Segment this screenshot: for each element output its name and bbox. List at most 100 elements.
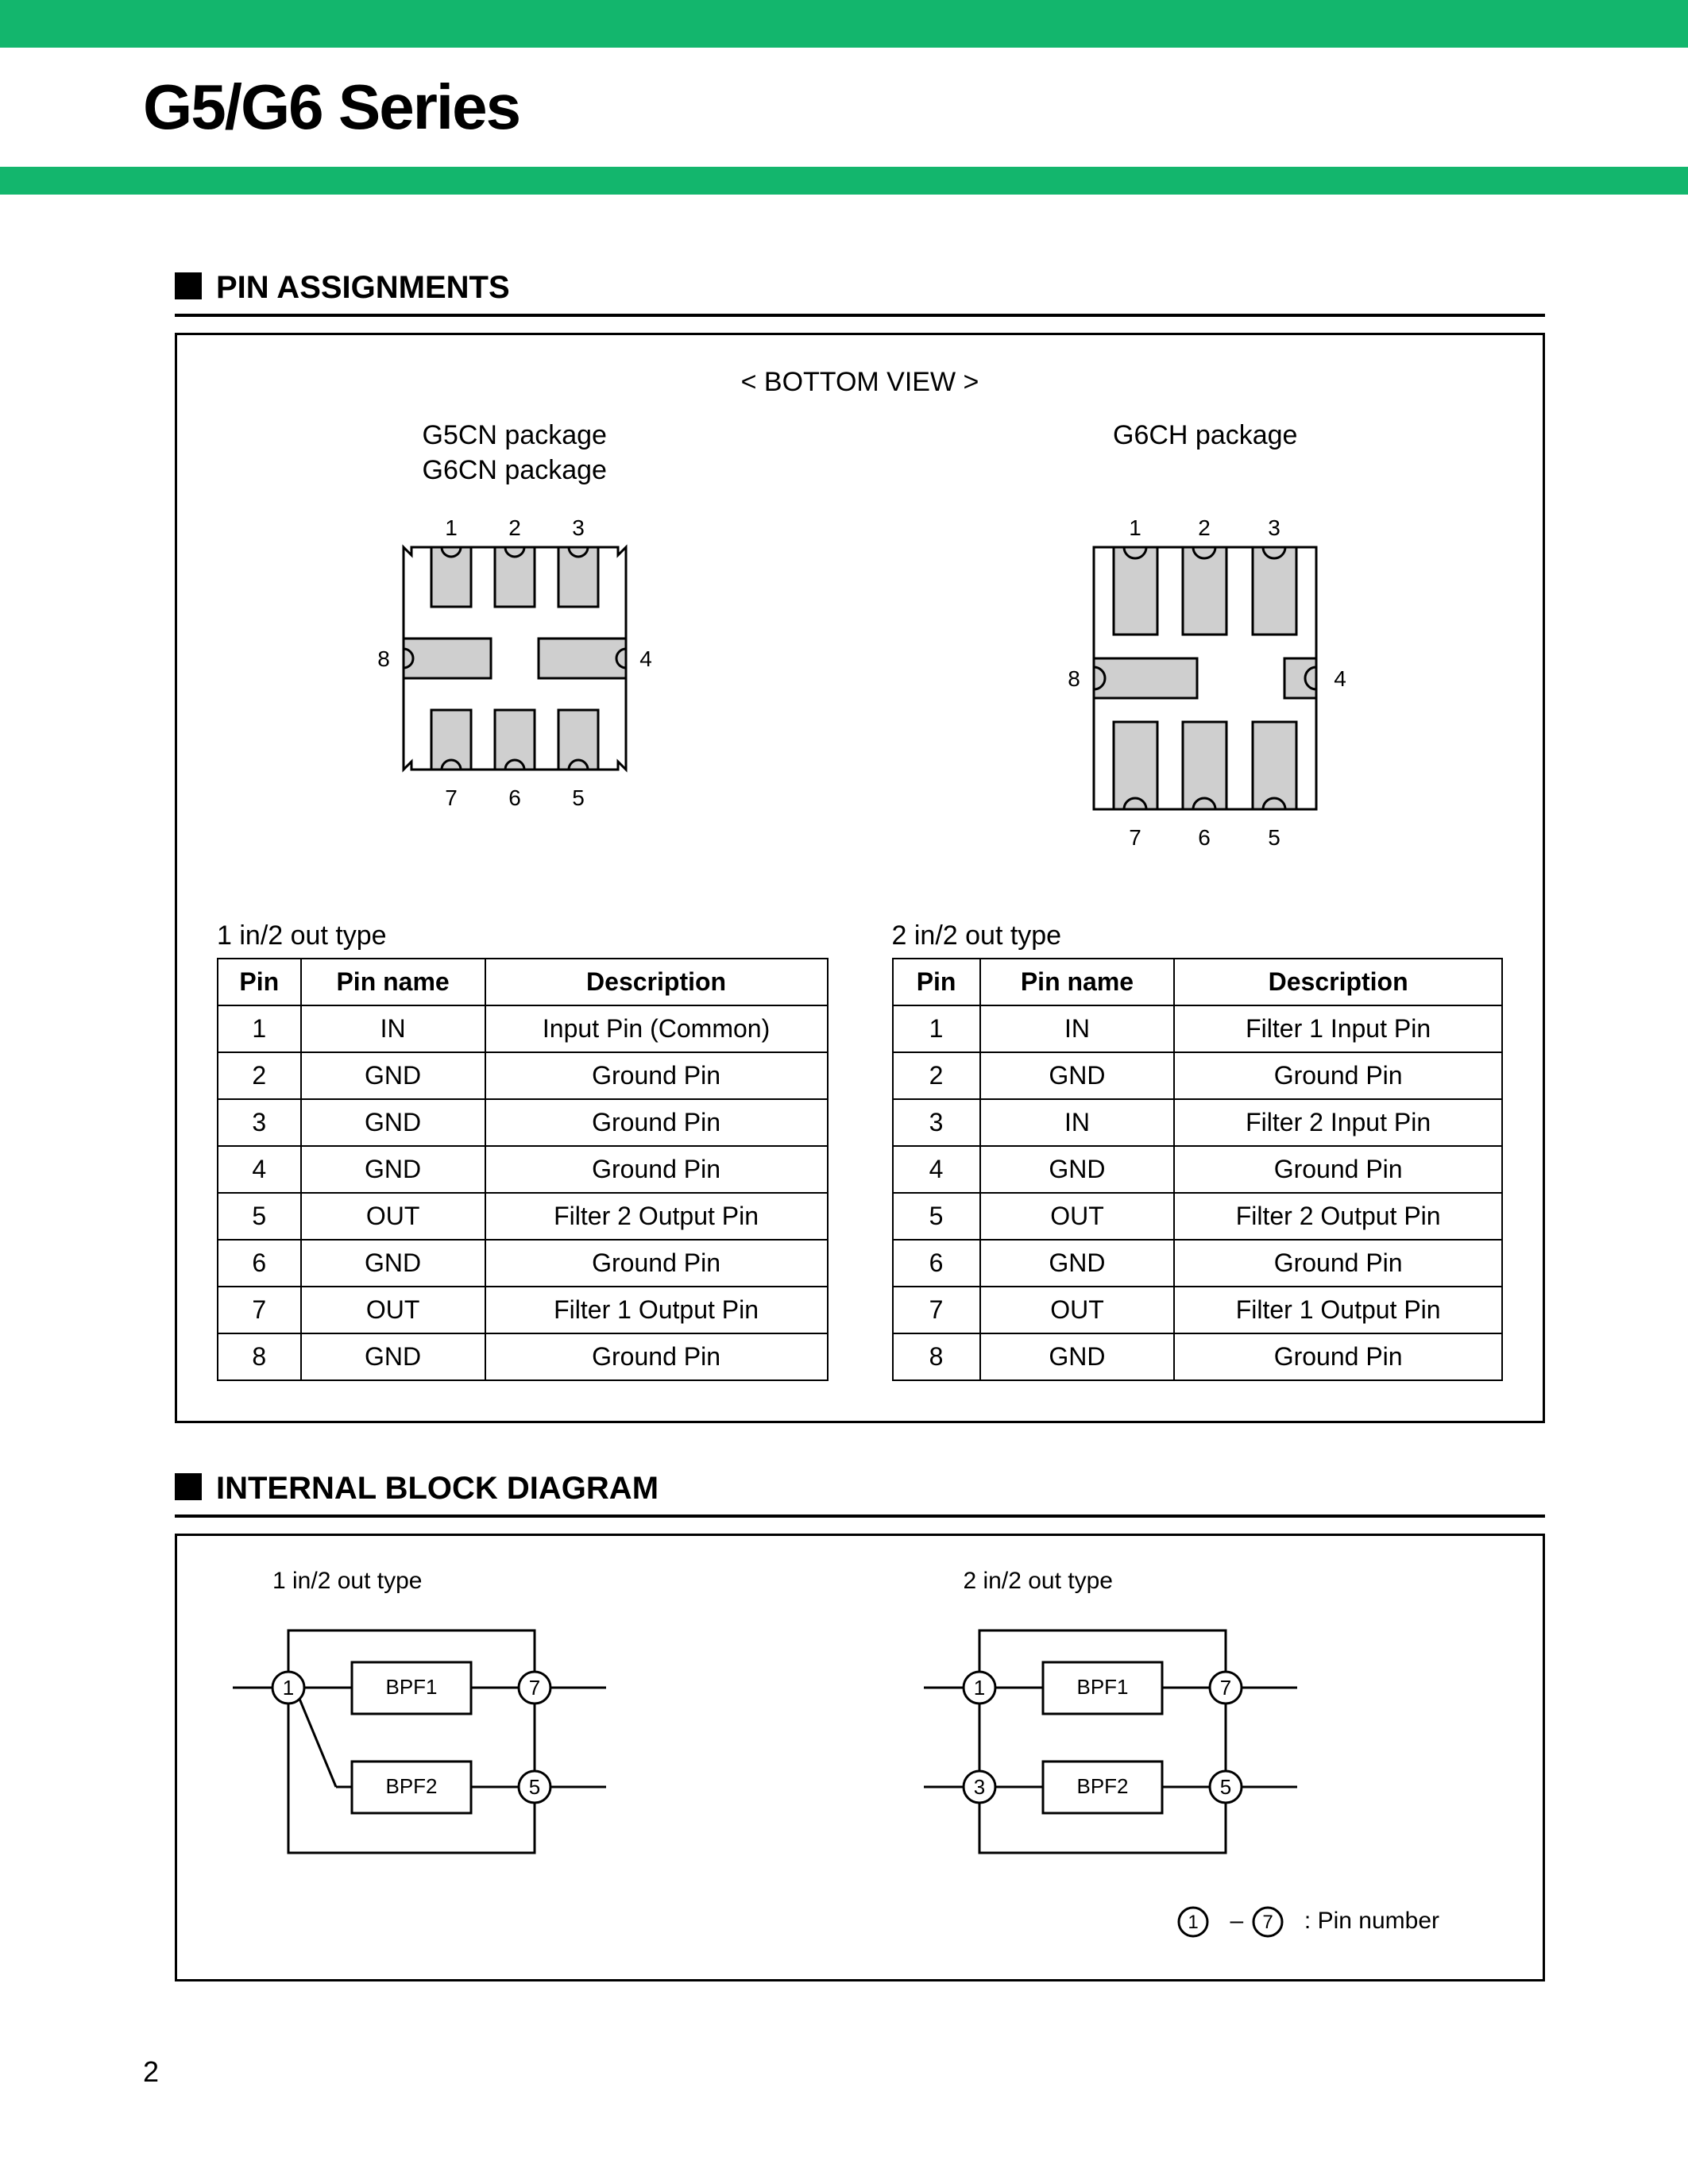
pin-label: 4 [639,646,652,671]
pin-label: 4 [1334,666,1346,691]
header-top-bar [0,0,1688,48]
table-cell: Ground Pin [1174,1052,1502,1099]
legend-circle-1-text: 1 [1188,1912,1199,1933]
block-left-caption: 1 in/2 out type [272,1568,813,1595]
table-cell: 7 [218,1287,301,1333]
bpf2-label: BPF2 [1076,1774,1128,1798]
table-header-cell: Pin [218,959,301,1005]
table-cell: 1 [218,1005,301,1052]
table-cell: IN [980,1099,1175,1146]
pin-tables-row: 1 in/2 out type PinPin nameDescription 1… [217,920,1503,1381]
table-cell: Filter 1 Input Pin [1174,1005,1502,1052]
table-cell: GND [301,1333,485,1380]
legend-circle-1: 1 [1176,1904,1223,1939]
pin-table-left-col: 1 in/2 out type PinPin nameDescription 1… [217,920,829,1381]
pin-table-left-caption: 1 in/2 out type [217,920,829,951]
pkg-left-label-2: G6CN package [423,455,607,485]
pin-label: 1 [1129,515,1141,540]
table-cell: 6 [893,1240,980,1287]
bpf2-label: BPF2 [385,1774,437,1798]
table-cell: 5 [893,1193,980,1240]
section-block-header: INTERNAL BLOCK DIAGRAM [175,1471,1545,1518]
pin-circle-label: 5 [1219,1775,1230,1799]
square-bullet-icon [175,272,202,299]
table-row: 8GNDGround Pin [218,1333,828,1380]
package-left-svg: 1 2 3 7 6 5 8 4 [340,507,689,841]
pin-label: 6 [508,785,521,810]
table-cell: GND [301,1146,485,1193]
table-row: 7OUTFilter 1 Output Pin [893,1287,1503,1333]
pin-table-left: PinPin nameDescription 1INInput Pin (Com… [217,958,829,1381]
table-cell: 7 [893,1287,980,1333]
legend-circle-2-text: 7 [1262,1912,1273,1933]
table-cell: Filter 2 Input Pin [1174,1099,1502,1146]
table-cell: 3 [893,1099,980,1146]
pin-label: 2 [1198,515,1211,540]
legend-text: : Pin number [1304,1908,1439,1934]
block-row: 1 in/2 out type [217,1568,1503,1881]
table-cell: GND [301,1052,485,1099]
pin-label: 6 [1198,825,1211,850]
pin-label: 5 [1268,825,1280,850]
pin-table-right-caption: 2 in/2 out type [892,920,1504,951]
table-row: 1INFilter 1 Input Pin [893,1005,1503,1052]
table-cell: 2 [218,1052,301,1099]
pkg-left-label-1: G5CN package [423,420,607,450]
pin-table-right: PinPin nameDescription 1INFilter 1 Input… [892,958,1504,1381]
table-cell: Ground Pin [485,1333,828,1380]
page-content: PIN ASSIGNMENTS < BOTTOM VIEW > G5CN pac… [175,270,1545,1981]
section-pin-title: PIN ASSIGNMENTS [216,270,510,305]
table-cell: Filter 2 Output Pin [485,1193,828,1240]
table-row: 6GNDGround Pin [893,1240,1503,1287]
table-header-cell: Pin name [980,959,1175,1005]
table-header-cell: Description [485,959,828,1005]
package-right-col: G6CH package [908,418,1504,873]
pin-circle-label: 5 [529,1775,540,1799]
table-row: 6GNDGround Pin [218,1240,828,1287]
table-cell: Filter 1 Output Pin [485,1287,828,1333]
table-cell: GND [980,1240,1175,1287]
table-cell: Ground Pin [1174,1146,1502,1193]
pin-label: 7 [445,785,458,810]
block-left-col: 1 in/2 out type [217,1568,813,1881]
square-bullet-icon [175,1473,202,1500]
pkg-right-label-1: G6CH package [1113,420,1297,450]
block-right-col: 2 in/2 out type [908,1568,1504,1881]
table-cell: 2 [893,1052,980,1099]
pin-assignments-box: < BOTTOM VIEW > G5CN package G6CN packag… [175,333,1545,1423]
block-left-svg: BPF1 BPF2 1 7 5 [217,1607,630,1877]
table-cell: OUT [301,1287,485,1333]
package-right-label: G6CH package [1113,418,1297,488]
packages-row: G5CN package G6CN package [217,418,1503,873]
pin-circle-label: 3 [973,1775,984,1799]
block-diagram-box: 1 in/2 out type [175,1534,1545,1981]
table-cell: Input Pin (Common) [485,1005,828,1052]
header-under-bar [0,167,1688,195]
table-cell: Ground Pin [485,1052,828,1099]
table-cell: Filter 1 Output Pin [1174,1287,1502,1333]
block-right-svg: BPF1 BPF2 1 3 7 5 [908,1607,1321,1877]
page-number: 2 [143,2055,159,2089]
table-cell: 4 [893,1146,980,1193]
table-header-cell: Pin [893,959,980,1005]
table-header-cell: Description [1174,959,1502,1005]
table-row: 3GNDGround Pin [218,1099,828,1146]
table-cell: OUT [301,1193,485,1240]
table-cell: Ground Pin [485,1240,828,1287]
table-cell: 6 [218,1240,301,1287]
pin-number-legend: 1 – 7 : Pin number [217,1904,1439,1939]
table-cell: 4 [218,1146,301,1193]
table-row: 4GNDGround Pin [893,1146,1503,1193]
legend-circle-2: 7 [1250,1904,1298,1939]
table-row: 2GNDGround Pin [218,1052,828,1099]
bpf1-label: BPF1 [385,1675,437,1699]
table-cell: GND [980,1146,1175,1193]
table-cell: IN [980,1005,1175,1052]
table-cell: OUT [980,1193,1175,1240]
pin-circle-label: 1 [283,1676,294,1700]
table-row: 2GNDGround Pin [893,1052,1503,1099]
table-cell: GND [980,1333,1175,1380]
bottom-view-label: < BOTTOM VIEW > [217,367,1503,398]
section-pin-header: PIN ASSIGNMENTS [175,270,1545,317]
table-cell: 3 [218,1099,301,1146]
